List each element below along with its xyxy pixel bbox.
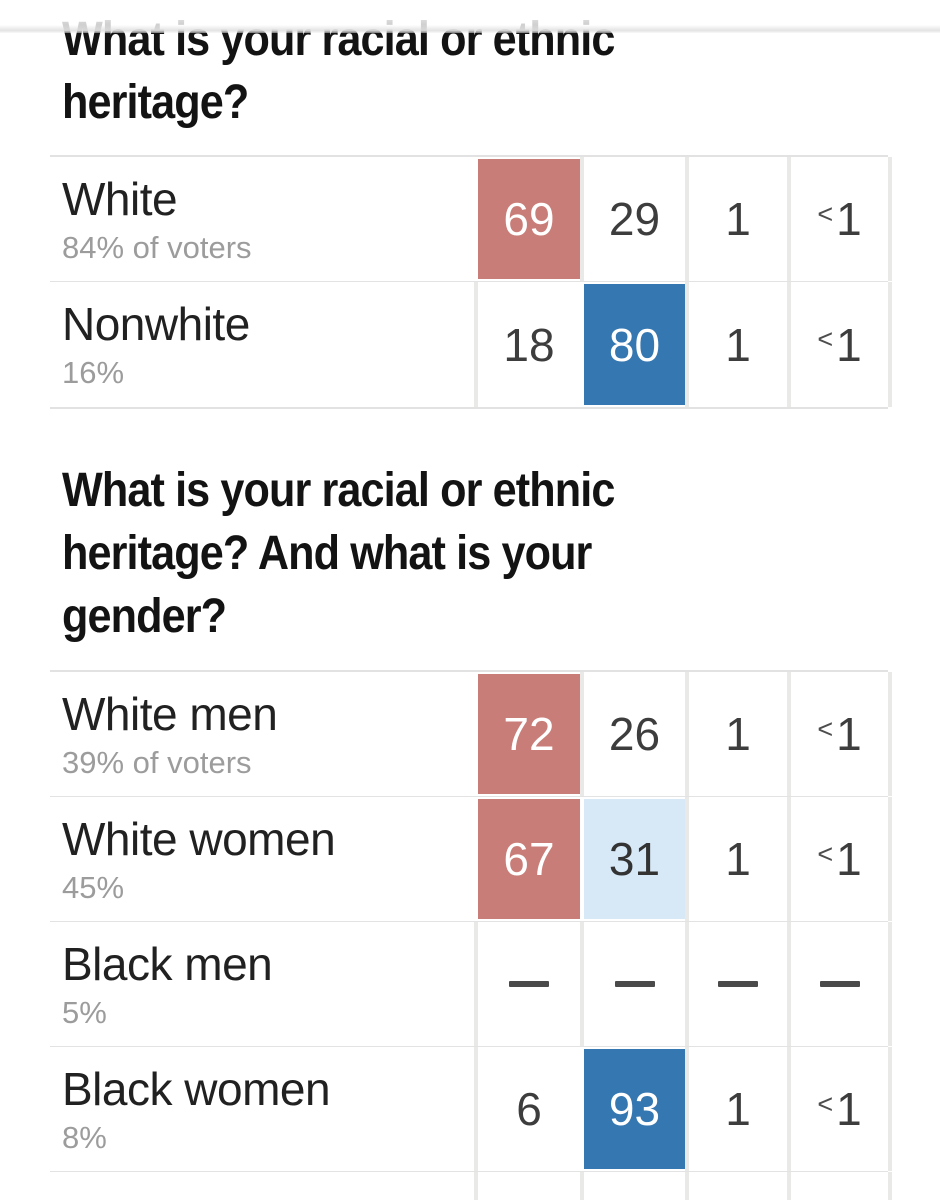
value-cell xyxy=(689,922,787,1046)
value-cell: 1 xyxy=(689,282,787,407)
row-label-cell: White men 39% of voters xyxy=(50,672,474,796)
less-than-sign: < xyxy=(817,324,834,354)
no-data-dash xyxy=(819,981,860,987)
value-cell: <1 xyxy=(791,157,888,281)
row-label: White men xyxy=(62,687,278,740)
row-label: White women xyxy=(62,812,336,865)
section-heading: What is your racial or ethnic heritage? … xyxy=(62,464,615,643)
table-row: White men 39% of voters 72 26 1 <1 xyxy=(50,672,888,797)
less-than-sign: < xyxy=(817,198,834,229)
value-cell: 6 xyxy=(478,1047,580,1171)
row-share-of-voters: 16% xyxy=(62,355,125,390)
value-cell xyxy=(791,1172,888,1200)
table-row: Black men 5% xyxy=(50,922,888,1047)
less-than-sign: < xyxy=(817,1088,834,1119)
value-cell: <1 xyxy=(791,797,888,921)
cell-value: 1 xyxy=(836,193,862,245)
cell-value: 1 xyxy=(836,708,862,760)
row-share-of-voters: 45% xyxy=(62,869,125,905)
value-cell: <1 xyxy=(791,282,888,407)
value-cell: 29 xyxy=(584,157,685,281)
table-row: Nonwhite 16% 18 80 1 <1 xyxy=(50,282,888,407)
row-share-of-voters: 5% xyxy=(62,994,107,1030)
row-label: Black women xyxy=(62,1062,331,1115)
less-than-sign: < xyxy=(817,838,834,869)
row-label-cell: Latino men xyxy=(50,1172,474,1200)
page-root: { "colors": { "rep": "#c97d78", "dem": "… xyxy=(0,8,940,1200)
no-data-dash xyxy=(718,981,758,987)
poll-table: White 84% of voters 69 29 1 <1 Nonwhite 16% 18 80… xyxy=(50,155,888,409)
row-share-of-voters: 39% of voters xyxy=(62,744,252,780)
value-cell: <1 xyxy=(791,672,888,796)
value-cell: 80 xyxy=(584,282,685,407)
table-row: White women 45% 67 31 1 <1 xyxy=(50,797,888,922)
poll-table: White men 39% of voters 72 26 1 <1 White women… xyxy=(50,670,888,1200)
row-share-of-voters: 8% xyxy=(62,1119,107,1155)
value-cell: 26 xyxy=(584,672,685,796)
value-cell: 1 xyxy=(689,672,787,796)
value-cell: 69 xyxy=(478,157,580,281)
row-label-cell: Nonwhite 16% xyxy=(50,282,474,407)
no-data-dash xyxy=(509,981,549,987)
row-label: Nonwhite xyxy=(62,298,250,350)
row-label: White xyxy=(62,172,178,225)
value-cell: 1 xyxy=(689,157,787,281)
less-than-sign: < xyxy=(817,713,834,744)
value-cell xyxy=(584,1172,685,1200)
value-cell: 1 xyxy=(689,797,787,921)
value-cell: 67 xyxy=(478,797,580,921)
table-row: White 84% of voters 69 29 1 <1 xyxy=(50,157,888,282)
value-cell: 93 xyxy=(584,1047,685,1171)
row-label-cell: Black women 8% xyxy=(50,1047,474,1171)
value-cell xyxy=(791,922,888,1046)
content: What is your racial or ethnic heritage? W… xyxy=(0,8,940,1200)
no-data-dash xyxy=(614,981,655,987)
value-cell xyxy=(584,922,685,1046)
value-cell: 1 xyxy=(689,1047,787,1171)
value-cell xyxy=(689,1172,787,1200)
value-cell xyxy=(478,1172,580,1200)
cell-value: 1 xyxy=(836,318,862,371)
table-row: Black women 8% 6 93 1 <1 xyxy=(50,1047,888,1172)
cell-value: 1 xyxy=(836,1083,862,1135)
row-label-cell: White women 45% xyxy=(50,797,474,921)
value-cell: 18 xyxy=(478,282,580,407)
row-label-cell: White 84% of voters xyxy=(50,157,474,281)
value-cell: <1 xyxy=(791,1047,888,1171)
row-share-of-voters: 84% of voters xyxy=(62,229,252,265)
row-label: Black men xyxy=(62,937,273,990)
section-heading: What is your racial or ethnic heritage? xyxy=(62,13,615,129)
cell-value: 1 xyxy=(836,833,862,885)
value-cell: 72 xyxy=(478,672,580,796)
row-label-cell: Black men 5% xyxy=(50,922,474,1046)
value-cell: 31 xyxy=(584,797,685,921)
value-cell xyxy=(478,922,580,1046)
table-row: Latino men xyxy=(50,1172,888,1200)
